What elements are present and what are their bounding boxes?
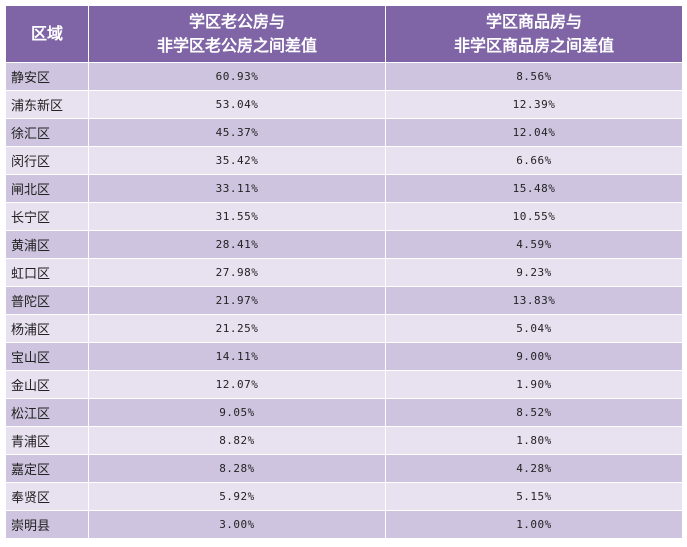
old-housing-diff-header-line1: 学区老公房与 xyxy=(188,12,285,31)
region-cell: 杨浦区 xyxy=(5,314,89,343)
old-housing-diff-column-header: 学区老公房与 非学区老公房之间差值 xyxy=(88,5,386,63)
table-row: 奉贤区 5.92% 5.15% xyxy=(5,482,683,511)
old-housing-diff-cell: 35.42% xyxy=(88,146,386,175)
table-row: 崇明县 3.00% 1.00% xyxy=(5,510,683,539)
old-housing-diff-cell: 45.37% xyxy=(88,118,386,147)
region-cell: 金山区 xyxy=(5,370,89,399)
school-district-price-diff-table-container: 区域 学区老公房与 非学区老公房之间差值 学区商品房与 非学区商品房之间差值 静… xyxy=(5,5,683,539)
commercial-diff-cell: 4.28% xyxy=(385,454,683,483)
region-cell: 奉贤区 xyxy=(5,482,89,511)
commercial-diff-cell: 1.90% xyxy=(385,370,683,399)
region-cell: 嘉定区 xyxy=(5,454,89,483)
table-row: 松江区 9.05% 8.52% xyxy=(5,398,683,427)
table-row: 普陀区 21.97% 13.83% xyxy=(5,286,683,315)
commercial-diff-cell: 5.04% xyxy=(385,314,683,343)
region-cell: 黄浦区 xyxy=(5,230,89,259)
old-housing-diff-cell: 5.92% xyxy=(88,482,386,511)
table-row: 黄浦区 28.41% 4.59% xyxy=(5,230,683,259)
table-body: 静安区 60.93% 8.56% 浦东新区 53.04% 12.39% 徐汇区 45.37% 1… xyxy=(5,62,683,539)
region-cell: 宝山区 xyxy=(5,342,89,371)
table-row: 杨浦区 21.25% 5.04% xyxy=(5,314,683,343)
region-cell: 崇明县 xyxy=(5,510,89,539)
commercial-diff-cell: 9.00% xyxy=(385,342,683,371)
region-cell: 虹口区 xyxy=(5,258,89,287)
commercial-diff-cell: 10.55% xyxy=(385,202,683,231)
commercial-diff-cell: 4.59% xyxy=(385,230,683,259)
old-housing-diff-cell: 21.97% xyxy=(88,286,386,315)
commercial-diff-cell: 8.56% xyxy=(385,62,683,91)
commercial-diff-cell: 8.52% xyxy=(385,398,683,427)
old-housing-diff-cell: 28.41% xyxy=(88,230,386,259)
old-housing-diff-cell: 8.28% xyxy=(88,454,386,483)
region-cell: 长宁区 xyxy=(5,202,89,231)
commercial-diff-header-line1: 学区商品房与 xyxy=(485,12,582,31)
table-row: 嘉定区 8.28% 4.28% xyxy=(5,454,683,483)
commercial-diff-cell: 12.04% xyxy=(385,118,683,147)
table-row: 闵行区 35.42% 6.66% xyxy=(5,146,683,175)
old-housing-diff-cell: 27.98% xyxy=(88,258,386,287)
old-housing-diff-cell: 31.55% xyxy=(88,202,386,231)
table-row: 浦东新区 53.04% 12.39% xyxy=(5,90,683,119)
table-row: 长宁区 31.55% 10.55% xyxy=(5,202,683,231)
old-housing-diff-cell: 21.25% xyxy=(88,314,386,343)
commercial-diff-cell: 9.23% xyxy=(385,258,683,287)
table-row: 闸北区 33.11% 15.48% xyxy=(5,174,683,203)
table-row: 金山区 12.07% 1.90% xyxy=(5,370,683,399)
table-row: 虹口区 27.98% 9.23% xyxy=(5,258,683,287)
commercial-diff-cell: 1.80% xyxy=(385,426,683,455)
commercial-diff-header-line2: 非学区商品房之间差值 xyxy=(453,36,614,55)
commercial-diff-cell: 5.15% xyxy=(385,482,683,511)
region-cell: 浦东新区 xyxy=(5,90,89,119)
region-column-header: 区域 xyxy=(5,5,89,63)
region-cell: 静安区 xyxy=(5,62,89,91)
old-housing-diff-cell: 3.00% xyxy=(88,510,386,539)
table-row: 青浦区 8.82% 1.80% xyxy=(5,426,683,455)
region-cell: 普陀区 xyxy=(5,286,89,315)
table-row: 静安区 60.93% 8.56% xyxy=(5,62,683,91)
old-housing-diff-cell: 12.07% xyxy=(88,370,386,399)
region-cell: 闸北区 xyxy=(5,174,89,203)
commercial-diff-cell: 12.39% xyxy=(385,90,683,119)
table-row: 宝山区 14.11% 9.00% xyxy=(5,342,683,371)
commercial-diff-column-header: 学区商品房与 非学区商品房之间差值 xyxy=(385,5,683,63)
region-cell: 青浦区 xyxy=(5,426,89,455)
table-header-row: 区域 学区老公房与 非学区老公房之间差值 学区商品房与 非学区商品房之间差值 xyxy=(5,5,683,63)
old-housing-diff-cell: 53.04% xyxy=(88,90,386,119)
commercial-diff-cell: 6.66% xyxy=(385,146,683,175)
old-housing-diff-cell: 33.11% xyxy=(88,174,386,203)
commercial-diff-cell: 1.00% xyxy=(385,510,683,539)
region-cell: 徐汇区 xyxy=(5,118,89,147)
old-housing-diff-cell: 8.82% xyxy=(88,426,386,455)
old-housing-diff-cell: 14.11% xyxy=(88,342,386,371)
old-housing-diff-header-line2: 非学区老公房之间差值 xyxy=(156,36,317,55)
commercial-diff-cell: 15.48% xyxy=(385,174,683,203)
table-row: 徐汇区 45.37% 12.04% xyxy=(5,118,683,147)
old-housing-diff-cell: 60.93% xyxy=(88,62,386,91)
commercial-diff-cell: 13.83% xyxy=(385,286,683,315)
region-cell: 松江区 xyxy=(5,398,89,427)
school-district-price-diff-table: 区域 学区老公房与 非学区老公房之间差值 学区商品房与 非学区商品房之间差值 静… xyxy=(5,5,683,539)
region-column-header-label: 区域 xyxy=(30,24,63,43)
old-housing-diff-cell: 9.05% xyxy=(88,398,386,427)
region-cell: 闵行区 xyxy=(5,146,89,175)
